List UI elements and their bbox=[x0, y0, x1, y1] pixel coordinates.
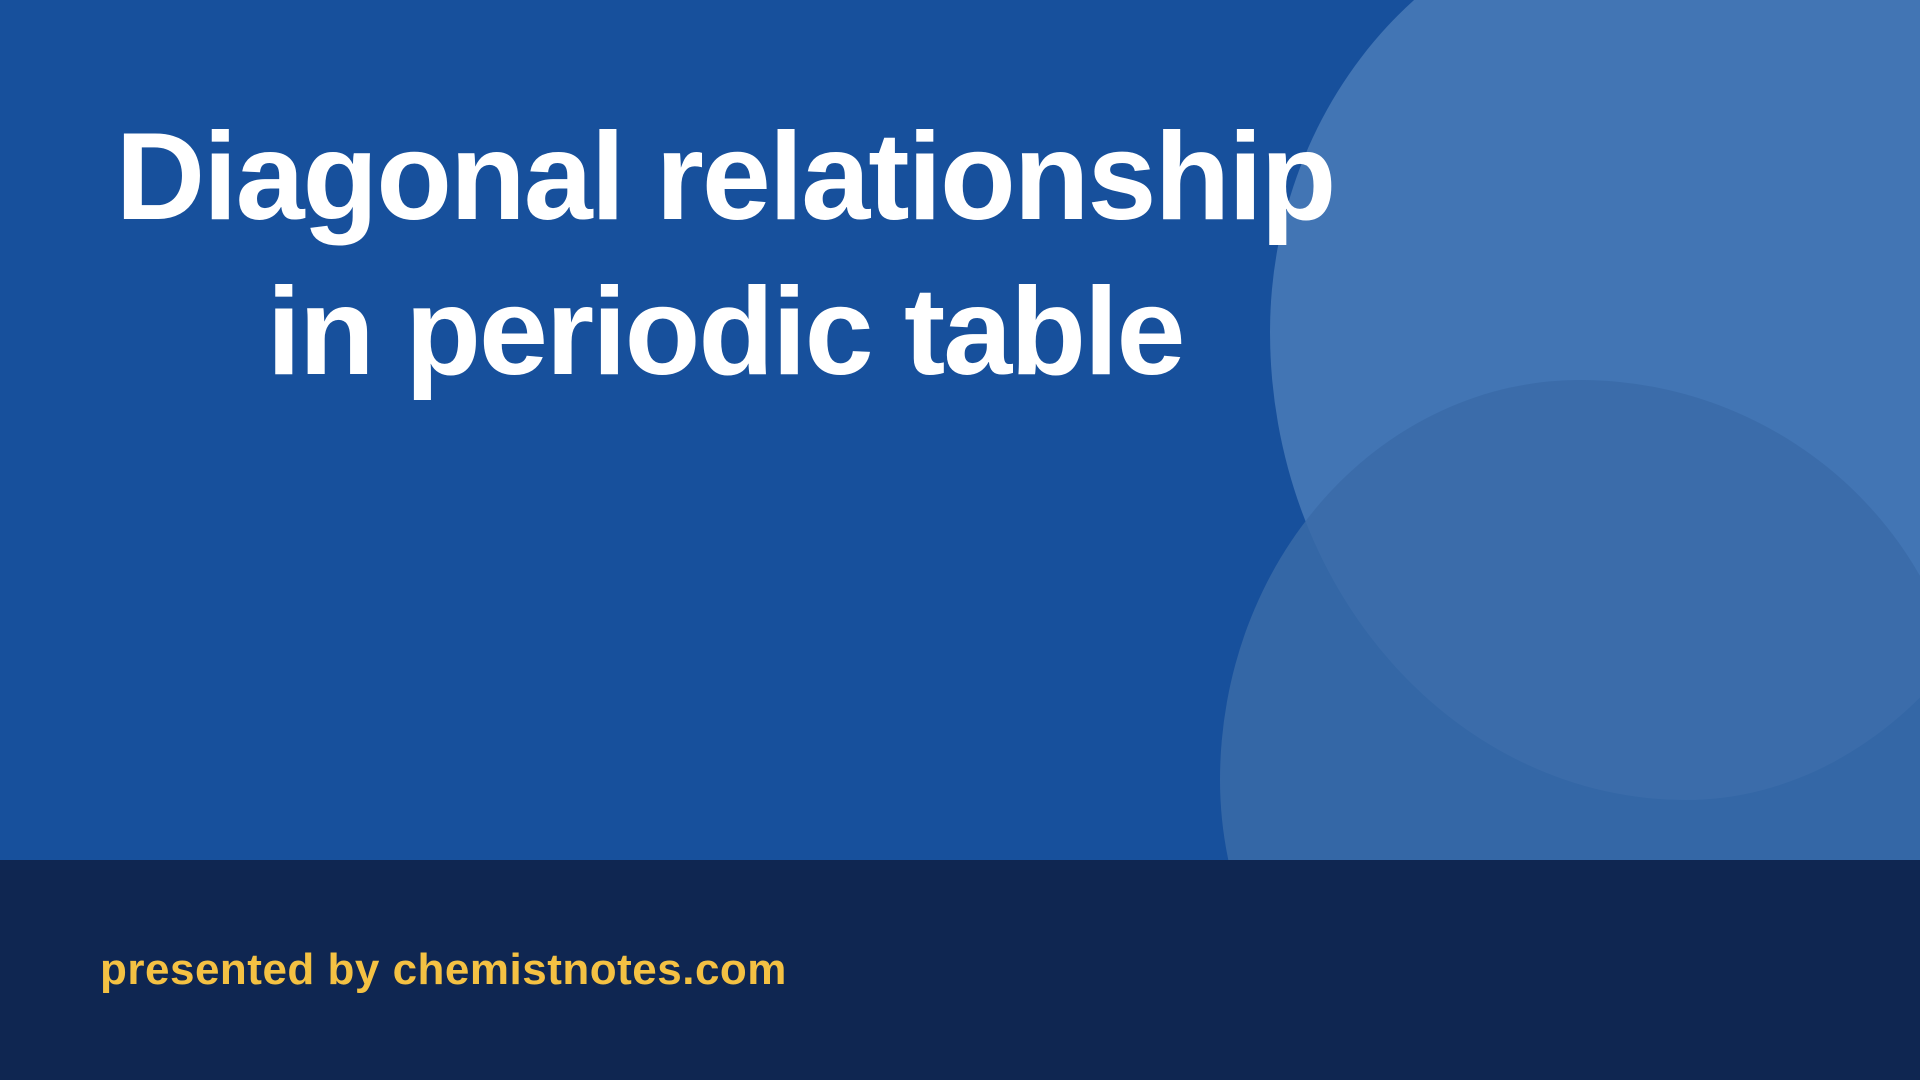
slide-main: Diagonal relationship in periodic table bbox=[0, 0, 1920, 860]
presenter-text: presented by chemistnotes.com bbox=[100, 945, 787, 995]
slide-footer: presented by chemistnotes.com bbox=[0, 860, 1920, 1080]
slide-title: Diagonal relationship in periodic table bbox=[100, 100, 1350, 410]
